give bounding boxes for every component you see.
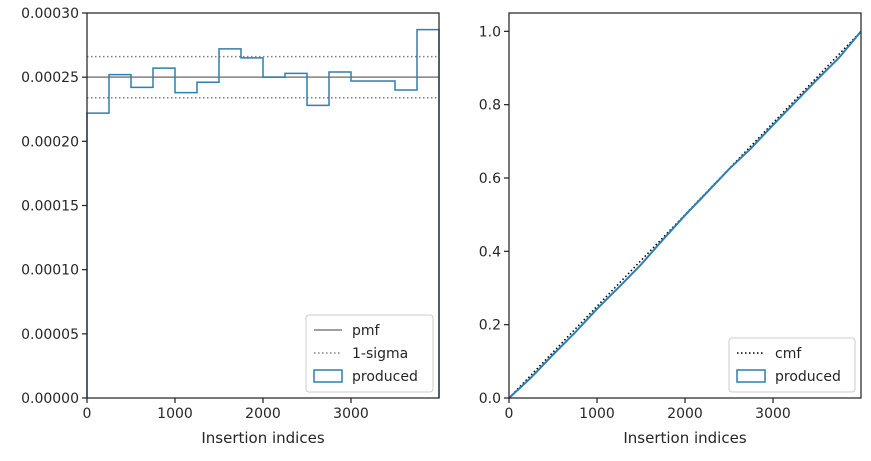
legend-swatch-produced xyxy=(313,369,343,383)
cmf-line xyxy=(508,30,862,399)
x-tick-label: 0 xyxy=(83,406,92,422)
y-tick-label: 0.00000 xyxy=(21,391,79,407)
y-tick-label: 0.00020 xyxy=(21,134,79,150)
x-tick-label: 3000 xyxy=(755,406,791,422)
x-tick-label: 2000 xyxy=(245,406,281,422)
panel-1: 0 1000 2000 3000 0.00000 0.00005 0.00010 0.0001… xyxy=(21,6,440,447)
produced-histogram xyxy=(86,28,440,398)
produced-cumulative-line xyxy=(508,30,862,399)
x-tick-label: 0 xyxy=(505,406,514,422)
y-tick-label: 0.00010 xyxy=(21,263,79,279)
legend-label-produced: produced xyxy=(352,369,418,385)
legend: pmf 1-sigma produced xyxy=(305,314,434,393)
y-tick-label: 0.4 xyxy=(479,244,501,260)
y-tick-label: 0.00005 xyxy=(21,327,79,343)
legend-label-produced: produced xyxy=(775,369,841,385)
x-axis-label: Insertion indices xyxy=(623,429,746,447)
legend-box xyxy=(728,337,856,393)
y-tick-label: 0.6 xyxy=(479,171,501,187)
y-tick-label: 0.2 xyxy=(479,318,501,334)
legend: cmf produced xyxy=(728,337,856,393)
y-tick-label: 1.0 xyxy=(479,24,501,40)
x-tick-label: 3000 xyxy=(333,406,369,422)
y-tick-label: 0.00025 xyxy=(21,70,79,86)
panel-2: 0 1000 2000 3000 0.0 0.2 0.4 0.6 0.8 1.0 Insertion… xyxy=(479,12,862,447)
legend-label-pmf: pmf xyxy=(352,323,381,339)
x-tick-label: 2000 xyxy=(667,406,703,422)
legend-box xyxy=(305,314,434,393)
y-tick-label: 0.8 xyxy=(479,98,501,114)
legend-label-1-sigma: 1-sigma xyxy=(352,346,408,362)
y-tick-label: 0.00015 xyxy=(21,199,79,215)
x-tick-label: 1000 xyxy=(579,406,615,422)
legend-label-cmf: cmf xyxy=(775,346,802,362)
y-tick-label: 0.0 xyxy=(479,391,501,407)
legend-swatch-produced xyxy=(736,369,766,383)
x-axis-label: Insertion indices xyxy=(201,429,324,447)
y-tick-label: 0.00030 xyxy=(21,6,79,22)
x-tick-label: 1000 xyxy=(157,406,193,422)
